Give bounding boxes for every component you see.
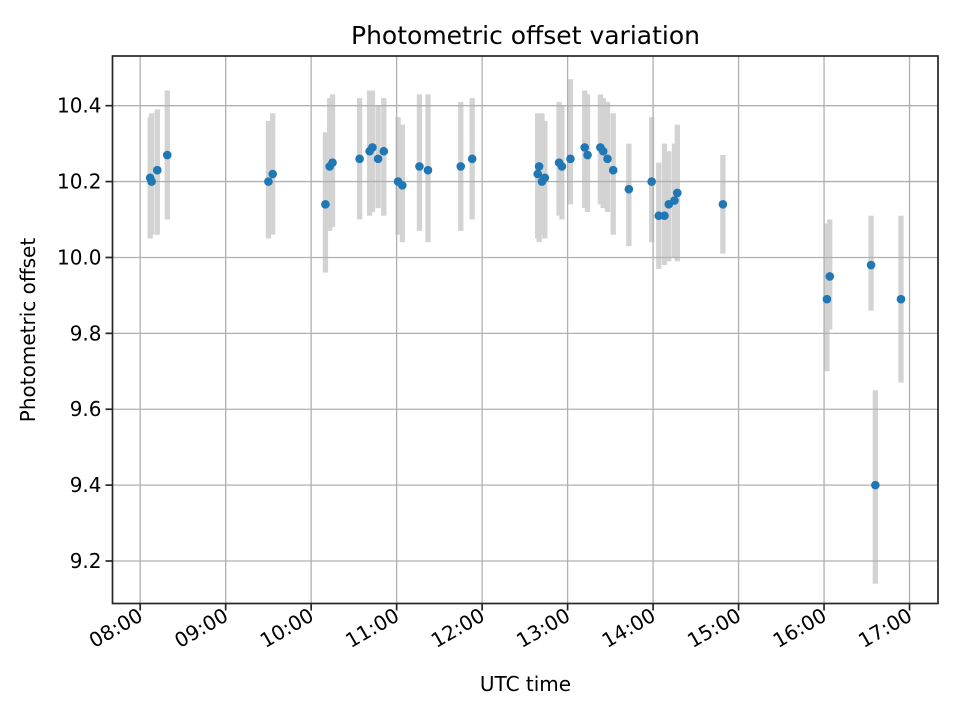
data-point: [379, 146, 389, 156]
y-tick-label: 9.4: [70, 473, 102, 497]
data-point: [268, 169, 277, 179]
data-point: [152, 165, 162, 175]
data-point: [598, 146, 608, 156]
y-axis-label: Photometric offset: [16, 237, 40, 423]
data-point: [557, 162, 567, 171]
data-point: [866, 260, 876, 270]
chart-title: Photometric offset variation: [351, 21, 700, 50]
data-point: [603, 154, 612, 164]
x-tick-label: 16:00: [769, 603, 831, 653]
y-tick-label: 10.4: [57, 94, 102, 118]
data-point: [673, 188, 682, 198]
data-point: [580, 143, 590, 152]
y-tick-label: 9.8: [70, 321, 102, 345]
x-axis-label: UTC time: [479, 672, 572, 696]
data-point: [624, 184, 634, 194]
y-tick-label: 10.2: [57, 170, 102, 194]
data-point: [647, 177, 656, 186]
y-tick-label: 9.2: [70, 549, 102, 573]
data-point: [355, 154, 364, 164]
data-point: [533, 169, 542, 179]
data-point: [373, 154, 383, 164]
data-point: [660, 211, 669, 221]
x-tick-label: 11:00: [341, 603, 403, 653]
y-tick-label: 9.6: [70, 397, 102, 421]
data-point: [583, 150, 592, 160]
y-tick-label: 10.0: [57, 245, 102, 269]
data-point: [423, 165, 433, 175]
x-tick-label: 12:00: [427, 603, 489, 653]
data-point: [368, 143, 377, 152]
data-point: [718, 200, 728, 209]
data-point: [822, 294, 832, 304]
x-tick-label: 08:00: [85, 603, 147, 653]
data-point: [264, 177, 273, 186]
x-tick-label: 15:00: [683, 603, 745, 653]
data-point: [321, 200, 330, 209]
data-point: [162, 150, 172, 160]
data-point: [896, 294, 906, 304]
data-point: [608, 165, 618, 175]
data-point: [566, 154, 575, 164]
data-point: [456, 162, 466, 171]
x-tick-label: 09:00: [170, 603, 232, 653]
x-tick-label: 17:00: [854, 603, 916, 653]
data-point: [825, 272, 835, 281]
data-point: [670, 196, 679, 205]
data-point: [398, 181, 407, 190]
data-point: [328, 158, 337, 167]
x-tick-label: 10:00: [256, 603, 318, 653]
data-point: [415, 162, 424, 171]
data-point: [540, 173, 550, 183]
data-point: [147, 177, 156, 186]
data-point: [534, 162, 544, 171]
data-point: [871, 480, 880, 490]
x-tick-label: 14:00: [598, 603, 660, 653]
data-point: [467, 154, 477, 164]
x-tick-label: 13:00: [512, 603, 574, 653]
plot-border: [111, 55, 939, 605]
